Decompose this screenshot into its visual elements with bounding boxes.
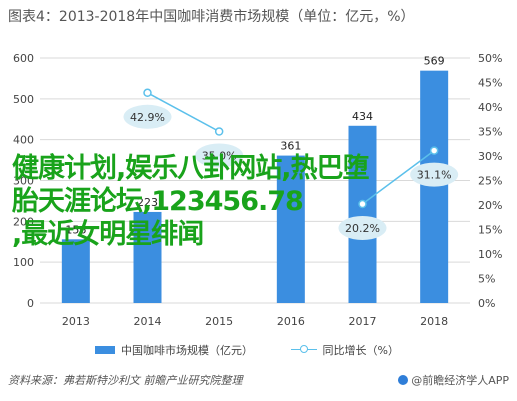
source-note: 资料来源：弗若斯特沙利文 前瞻产业研究院整理 [8, 374, 243, 387]
bar [276, 155, 305, 303]
overlay-spam-text: 健康计划,娱乐八卦网站,热巴堕 胎天涯论坛,123456.78 ,最近女明星绯闻 [12, 152, 472, 251]
x-tick-label: 2014 [134, 315, 162, 328]
chart: 0 100 200 300 400 500 600 0% 5% 10% 15% 20% 25% 30% 35… [13, 52, 502, 328]
y-left-tick-label: 200 [13, 215, 34, 228]
legend-swatch-line [290, 345, 317, 355]
x-tick-label: 2018 [420, 315, 448, 328]
line-label-bubble [123, 104, 172, 129]
y-right-tick-label: 20% [478, 199, 502, 212]
legend-swatch-bar [95, 346, 115, 354]
chart-title: 图表4：2013-2018年中国咖啡消费市场规模（单位：亿元，%） [8, 9, 415, 25]
bar-data-label: 569 [424, 55, 445, 68]
x-tick-label: 2015 [205, 315, 233, 328]
x-tick-label: 2013 [62, 315, 90, 328]
x-tick-label: 2017 [349, 315, 377, 328]
logo-icon [398, 375, 409, 385]
y-right-tick-label: 35% [478, 126, 502, 139]
logo-text: @前瞻经济学人APP [411, 374, 509, 387]
y-right-tick-label: 30% [478, 150, 502, 163]
publisher-logo: @前瞻经济学人APP [398, 372, 509, 388]
line-data-label: 20.2% [345, 222, 380, 235]
y-right-tick-label: 50% [478, 52, 502, 65]
legend-item-bar: 中国咖啡市场规模（亿元） [95, 342, 253, 358]
y-right-tick-label: 5% [478, 273, 495, 286]
y-left-tick-label: 300 [13, 175, 34, 188]
y-left-tick-label: 400 [13, 134, 34, 147]
y-left-tick-label: 100 [13, 256, 34, 269]
line-data-label: 31.1% [417, 169, 452, 182]
y-right-tick-label: 15% [478, 224, 502, 237]
bar-data-label: 156 [65, 223, 86, 236]
line-segment [147, 92, 220, 133]
line-label-bubble [338, 216, 387, 241]
line-point [143, 88, 152, 98]
line-data-label: 42.9% [130, 111, 165, 124]
y-right-tick-label: 40% [478, 101, 502, 114]
line-segment [362, 150, 435, 205]
legend-label-line: 同比增长（%） [322, 344, 399, 357]
overlay-line-3: ,最近女明星绯闻 [12, 219, 204, 250]
line-label-bubble [410, 162, 459, 187]
line-point [214, 127, 224, 136]
line-point [358, 199, 367, 209]
overlay-line-2: 胎天涯论坛,123456.78 [12, 186, 304, 217]
line-data-label: 35.0% [202, 150, 237, 163]
x-tick-label: 2016 [277, 315, 305, 328]
y-right-tick-label: 25% [478, 175, 502, 188]
y-left-tick-label: 500 [13, 93, 34, 106]
bar-data-label: 434 [352, 110, 373, 123]
bar-data-label: 223 [137, 196, 158, 209]
y-left-tick-label: 600 [13, 52, 34, 65]
overlay-line-1: 健康计划,娱乐八卦网站,热巴堕 [12, 153, 370, 184]
y-right-tick-label: 10% [478, 248, 502, 261]
bar [133, 211, 162, 303]
y-left-tick-label: 0 [27, 297, 34, 310]
bar [348, 125, 377, 304]
bar [61, 239, 90, 303]
line-label-bubble [195, 143, 244, 168]
line-point [429, 146, 439, 155]
legend-item-line: 同比增长（%） [290, 342, 399, 358]
legend-label-bar: 中国咖啡市场规模（亿元） [121, 344, 253, 357]
bar-data-label: 361 [280, 140, 301, 153]
chart-legend: 中国咖啡市场规模（亿元） 同比增长（%） [95, 342, 433, 358]
bar [420, 70, 449, 304]
y-right-tick-label: 0% [478, 297, 495, 310]
y-right-tick-label: 45% [478, 77, 502, 90]
